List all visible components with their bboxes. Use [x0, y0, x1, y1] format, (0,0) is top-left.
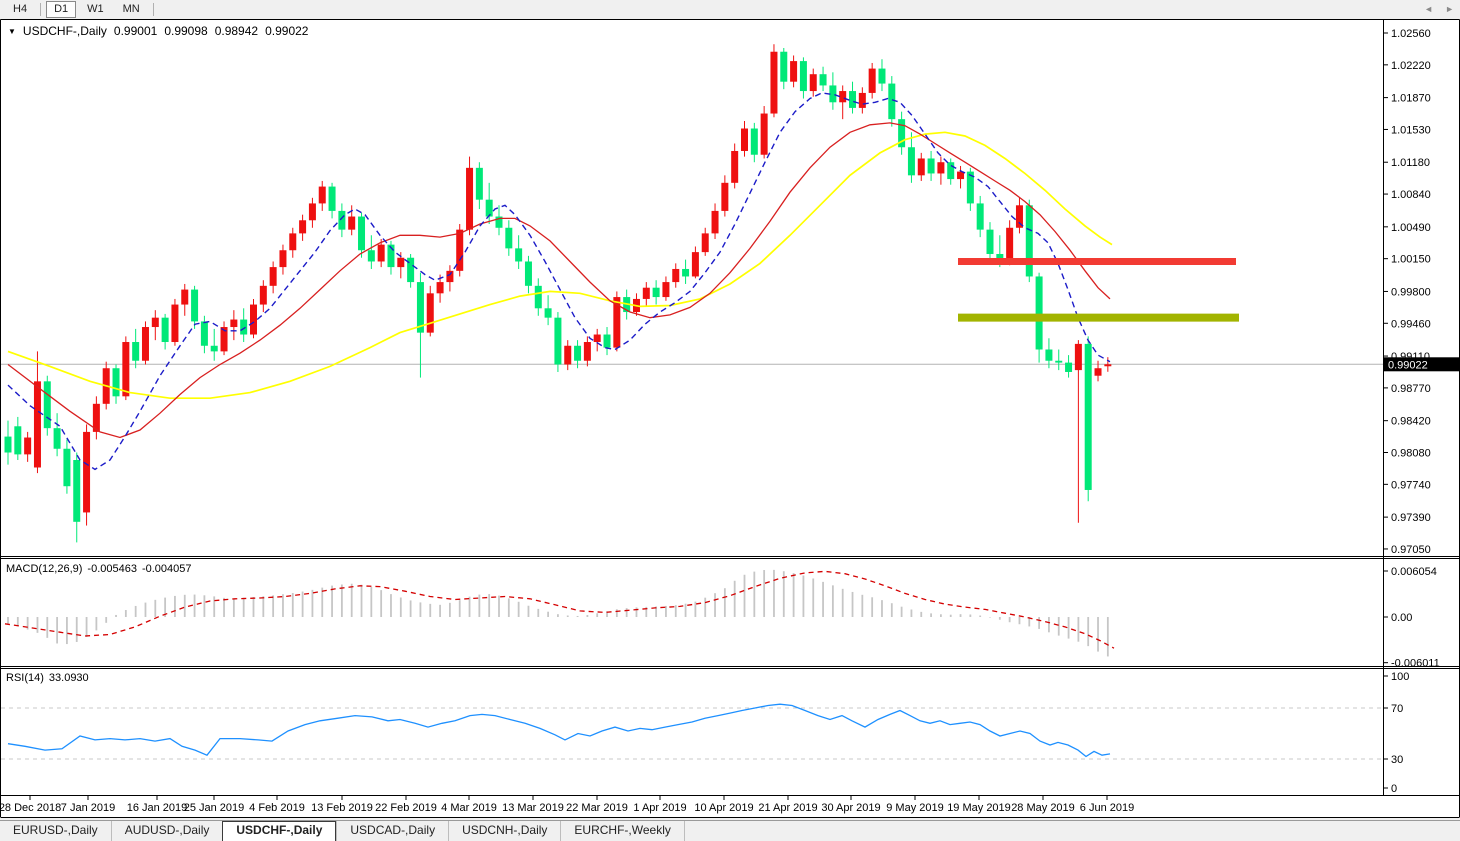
horizontal-level-lines[interactable]: [958, 257, 1239, 322]
ma-mid-line: [7, 122, 1111, 439]
svg-text:28 May 2019: 28 May 2019: [1011, 802, 1075, 814]
svg-text:1.02220: 1.02220: [1391, 60, 1431, 72]
svg-text:70: 70: [1391, 703, 1403, 715]
svg-text:1.01180: 1.01180: [1391, 157, 1430, 169]
svg-text:0.006054: 0.006054: [1391, 566, 1437, 578]
svg-text:19 May 2019: 19 May 2019: [947, 802, 1011, 814]
svg-text:9 May 2019: 9 May 2019: [886, 802, 943, 814]
svg-text:6 Jun 2019: 6 Jun 2019: [1080, 802, 1134, 814]
svg-text:25 Jan 2019: 25 Jan 2019: [184, 802, 245, 814]
svg-text:0.00: 0.00: [1391, 612, 1412, 624]
svg-text:0.98080: 0.98080: [1391, 448, 1431, 460]
moving-averages: [7, 92, 1113, 471]
svg-text:13 Feb 2019: 13 Feb 2019: [311, 802, 373, 814]
svg-text:1.00490: 1.00490: [1391, 222, 1431, 234]
toolbar-separator: [40, 2, 42, 16]
svg-text:100: 100: [1391, 671, 1409, 683]
svg-text:0.99800: 0.99800: [1391, 286, 1431, 298]
tab-usdcad-daily[interactable]: USDCAD-,Daily: [336, 821, 448, 841]
svg-text:22 Mar 2019: 22 Mar 2019: [566, 802, 628, 814]
tab-eurchf-weekly[interactable]: EURCHF-,Weekly: [560, 821, 683, 841]
svg-text:7 Jan 2019: 7 Jan 2019: [61, 802, 115, 814]
timeframe-toolbar: H4 D1 W1 MN: [0, 0, 1460, 18]
rsi-line: [7, 703, 1111, 758]
chart-tabs-bar: EURUSD-,Daily AUDUSD-,Daily USDCHF-,Daily U…: [0, 820, 1460, 841]
tab-scroll-left-button[interactable]: ◄: [1424, 4, 1434, 14]
svg-text:30: 30: [1391, 754, 1403, 766]
tab-scroll-right-button[interactable]: ►: [1445, 4, 1454, 14]
svg-text:4 Mar 2019: 4 Mar 2019: [441, 802, 497, 814]
svg-text:28 Dec 2018: 28 Dec 2018: [0, 802, 61, 814]
svg-text:0.97050: 0.97050: [1391, 544, 1431, 556]
svg-text:-0.006011: -0.006011: [1391, 658, 1440, 670]
current-price-badge: 0.99022: [1384, 357, 1459, 372]
tab-usdchf-daily[interactable]: USDCHF-,Daily: [222, 821, 337, 841]
svg-text:1.00150: 1.00150: [1391, 254, 1431, 266]
svg-text:4 Feb 2019: 4 Feb 2019: [249, 802, 305, 814]
price-axis: 1.02560 1.02220 1.01870 1.01530 1.01180 1.008…: [1383, 28, 1440, 795]
timeframe-button-d1[interactable]: D1: [46, 0, 77, 18]
svg-text:0.98420: 0.98420: [1391, 416, 1431, 428]
svg-text:1 Apr 2019: 1 Apr 2019: [633, 802, 686, 814]
timeframe-button-w1[interactable]: W1: [87, 2, 104, 15]
tab-audusd-daily[interactable]: AUDUSD-,Daily: [110, 821, 223, 841]
svg-text:0: 0: [1391, 783, 1397, 795]
svg-text:1.01530: 1.01530: [1391, 124, 1431, 136]
tabbar-filler: [683, 821, 1460, 841]
tab-scroll-arrows: ◄ ►: [1424, 4, 1454, 14]
svg-text:1.02560: 1.02560: [1391, 28, 1431, 40]
toolbar-separator: [152, 2, 154, 16]
svg-text:1.01870: 1.01870: [1391, 93, 1431, 105]
svg-text:0.99022: 0.99022: [1388, 359, 1428, 371]
svg-text:30 Apr 2019: 30 Apr 2019: [821, 802, 880, 814]
svg-text:13 Mar 2019: 13 Mar 2019: [502, 802, 564, 814]
rsi-panel: [1, 703, 1383, 760]
svg-text:0.99460: 0.99460: [1391, 318, 1431, 330]
macd-signal-line: [4, 570, 1115, 649]
svg-text:21 Apr 2019: 21 Apr 2019: [758, 802, 817, 814]
macd-panel: [4, 569, 1115, 657]
chart-background: [0, 19, 1460, 818]
svg-text:0.98770: 0.98770: [1391, 383, 1431, 395]
timeframe-button-h4[interactable]: H4: [13, 2, 28, 15]
svg-text:22 Feb 2019: 22 Feb 2019: [375, 802, 437, 814]
tab-eurusd-daily[interactable]: EURUSD-,Daily: [13, 823, 98, 837]
svg-text:10 Apr 2019: 10 Apr 2019: [694, 802, 753, 814]
svg-text:0.97390: 0.97390: [1391, 512, 1431, 524]
svg-text:1.00840: 1.00840: [1391, 189, 1431, 201]
timeframe-button-mn[interactable]: MN: [122, 2, 140, 15]
tab-usdcnh-daily[interactable]: USDCNH-,Daily: [448, 821, 560, 841]
ma-fast-line: [7, 92, 1111, 471]
candlesticks: [4, 44, 1112, 543]
svg-text:0.97740: 0.97740: [1391, 479, 1431, 491]
svg-text:16 Jan 2019: 16 Jan 2019: [127, 802, 188, 814]
